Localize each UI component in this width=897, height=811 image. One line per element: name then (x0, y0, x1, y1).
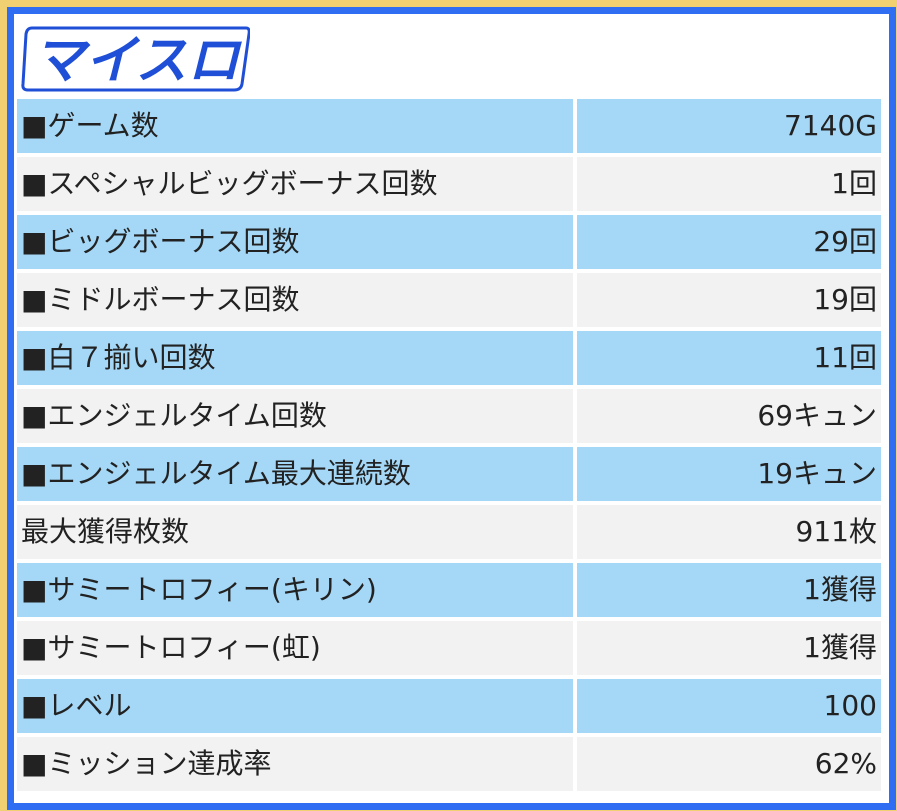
stat-label: ■ゲーム数 (17, 99, 573, 153)
stat-label: ■サミートロフィー(虹) (17, 621, 573, 675)
stat-value: 100 (577, 679, 881, 733)
stat-label: ■ミッション達成率 (17, 737, 573, 791)
stat-label: 最大獲得枚数 (17, 505, 573, 559)
mysuro-logo: マイスロ (20, 18, 251, 94)
stat-value: 69キュン (577, 389, 881, 443)
stat-value: 19キュン (577, 447, 881, 501)
stat-label: ■レベル (17, 679, 573, 733)
stat-value: 911枚 (577, 505, 881, 559)
stat-label: ■エンジェルタイム回数 (17, 389, 573, 443)
stat-label: ■サミートロフィー(キリン) (17, 563, 573, 617)
stat-label: ■スペシャルビッグボーナス回数 (17, 157, 573, 211)
stat-value: 1回 (577, 157, 881, 211)
stats-panel: マイスロ ■ゲーム数 7140G ■スペシャルビッグボーナス回数 1回 ■ビッグボーナス… (7, 7, 896, 810)
stat-row: ■エンジェルタイム最大連続数 19キュン (17, 447, 881, 501)
stat-value: 19回 (577, 273, 881, 327)
stat-row: ■ミドルボーナス回数 19回 (17, 273, 881, 327)
stat-label: ■ミドルボーナス回数 (17, 273, 573, 327)
stat-label: ■エンジェルタイム最大連続数 (17, 447, 573, 501)
stat-value: 1獲得 (577, 563, 881, 617)
stat-label: ■白７揃い回数 (17, 331, 573, 385)
stat-value: 29回 (577, 215, 881, 269)
stat-value: 11回 (577, 331, 881, 385)
stat-row: ■白７揃い回数 11回 (17, 331, 881, 385)
stat-row: ■サミートロフィー(キリン) 1獲得 (17, 563, 881, 617)
stat-row: ■ビッグボーナス回数 29回 (17, 215, 881, 269)
stat-row: 最大獲得枚数 911枚 (17, 505, 881, 559)
logo-text: マイスロ (33, 31, 242, 91)
stat-row: ■サミートロフィー(虹) 1獲得 (17, 621, 881, 675)
stat-label: ■ビッグボーナス回数 (17, 215, 573, 269)
stat-row: ■ゲーム数 7140G (17, 99, 881, 153)
stat-row: ■エンジェルタイム回数 69キュン (17, 389, 881, 443)
stat-value: 7140G (577, 99, 881, 153)
logo-graphic: マイスロ (21, 26, 251, 94)
stat-row: ■ミッション達成率 62% (17, 737, 881, 791)
stat-value: 1獲得 (577, 621, 881, 675)
stat-row: ■レベル 100 (17, 679, 881, 733)
stats-table: ■ゲーム数 7140G ■スペシャルビッグボーナス回数 1回 ■ビッグボーナス回数 29回… (17, 99, 881, 795)
stat-row: ■スペシャルビッグボーナス回数 1回 (17, 157, 881, 211)
stat-value: 62% (577, 737, 881, 791)
